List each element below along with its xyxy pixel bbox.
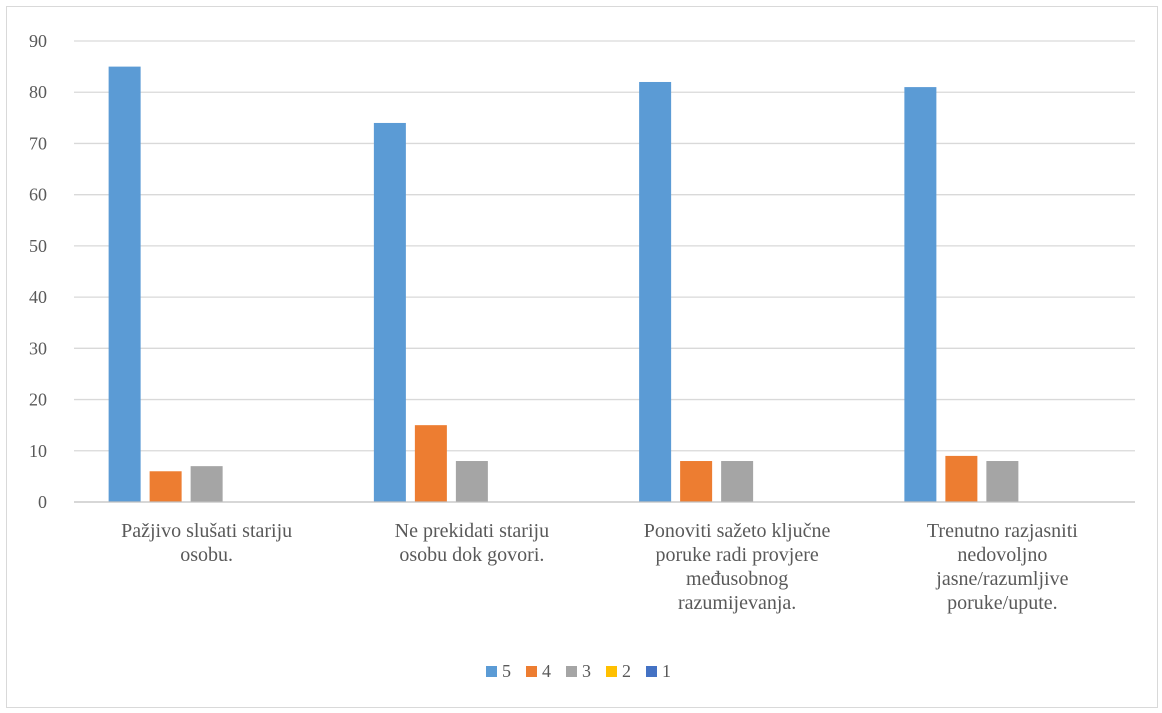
y-tick-label: 30 bbox=[29, 338, 47, 358]
y-tick-label: 70 bbox=[29, 133, 47, 153]
category-labels: Pažjivo slušati stariju osobu. Ne prekidat… bbox=[121, 520, 1078, 614]
legend: 5 4 3 2 1 bbox=[486, 661, 671, 681]
y-tick-label: 0 bbox=[38, 492, 47, 512]
bar-series-3 bbox=[190, 466, 223, 502]
y-tick-label: 40 bbox=[29, 287, 47, 307]
y-tick-label: 80 bbox=[29, 82, 47, 102]
x-category-label: Ponoviti sažeto ključne poruke radi provj… bbox=[644, 520, 831, 614]
y-tick-label: 90 bbox=[29, 31, 47, 51]
bar-series-3 bbox=[721, 461, 754, 502]
legend-swatch bbox=[526, 666, 537, 677]
bar-series-5 bbox=[904, 87, 937, 502]
legend-swatch bbox=[566, 666, 577, 677]
legend-label: 5 bbox=[502, 661, 511, 681]
bars bbox=[108, 66, 1019, 502]
bar-series-4 bbox=[945, 455, 978, 502]
legend-label: 4 bbox=[542, 661, 551, 681]
x-category-label: Trenutno razjasniti nedovoljno jasne/razum… bbox=[927, 520, 1078, 614]
bar-series-5 bbox=[639, 81, 672, 502]
legend-swatch bbox=[606, 666, 617, 677]
y-tick-label: 20 bbox=[29, 390, 47, 410]
x-category-label: Pažjivo slušati stariju osobu. bbox=[121, 520, 292, 566]
legend-label: 3 bbox=[582, 661, 591, 681]
bar-series-5 bbox=[373, 122, 406, 502]
bar-series-3 bbox=[986, 461, 1019, 502]
gridlines bbox=[74, 40, 1135, 452]
y-tick-label: 10 bbox=[29, 441, 47, 461]
bar-series-4 bbox=[680, 461, 713, 502]
y-tick-label: 60 bbox=[29, 185, 47, 205]
legend-label: 2 bbox=[622, 661, 631, 681]
legend-label: 1 bbox=[662, 661, 671, 681]
chart-frame bbox=[6, 6, 1158, 708]
bar-series-3 bbox=[455, 461, 488, 502]
bar-series-4 bbox=[149, 471, 182, 502]
bar-series-5 bbox=[108, 66, 141, 502]
legend-swatch bbox=[486, 666, 497, 677]
y-axis-ticks: 0 10 20 30 40 50 60 70 80 90 bbox=[29, 31, 47, 512]
bar-series-4 bbox=[414, 425, 447, 502]
x-category-label: Ne prekidati stariju osobu dok govori. bbox=[395, 520, 549, 566]
y-tick-label: 50 bbox=[29, 236, 47, 256]
legend-swatch bbox=[646, 666, 657, 677]
